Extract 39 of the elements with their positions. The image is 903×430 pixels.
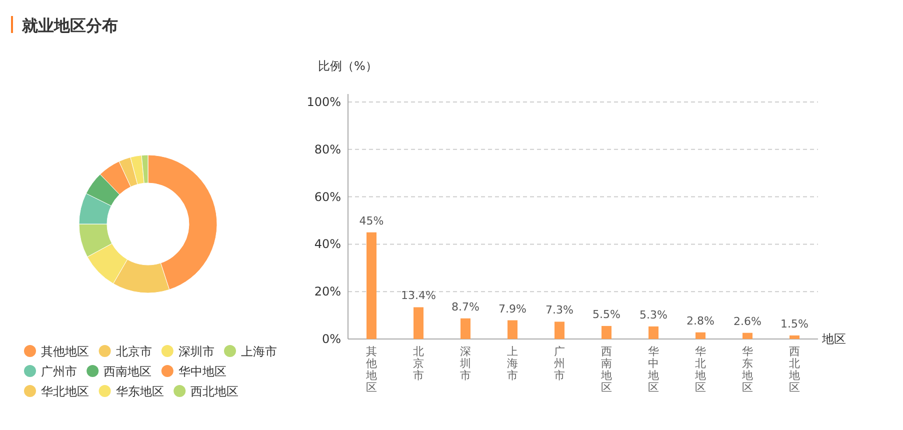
bar	[414, 307, 424, 339]
x-tick-label: 西南地区	[600, 345, 612, 394]
data-label: 2.6%	[734, 314, 762, 328]
data-label: 7.9%	[498, 302, 526, 316]
y-tick-label: 60%	[314, 190, 341, 204]
y-axis-title: 比例（%）	[318, 59, 378, 73]
x-tick-label: 西北地区	[788, 345, 800, 394]
bar	[460, 318, 470, 339]
y-tick-label: 100%	[306, 95, 341, 109]
data-label: 13.4%	[401, 289, 436, 302]
x-tick-label: 深圳市	[459, 345, 471, 382]
x-tick-label: 北京市	[413, 345, 424, 382]
x-tick-label: 上海市	[507, 345, 518, 382]
bar	[366, 232, 376, 339]
data-label: 2.8%	[686, 314, 714, 328]
y-tick-label: 80%	[314, 142, 341, 156]
x-tick-label: 华东地区	[741, 345, 753, 394]
y-tick-label: 40%	[314, 237, 341, 252]
bar	[742, 332, 752, 339]
x-axis-title: 地区	[821, 332, 846, 346]
data-label: 5.5%	[592, 308, 620, 321]
data-label: 5.3%	[640, 308, 668, 322]
data-label: 8.7%	[452, 300, 480, 314]
bar	[602, 326, 612, 339]
chart-title: 就业地区分布	[21, 16, 118, 35]
y-tick-label: 20%	[314, 284, 341, 299]
bar	[696, 332, 706, 339]
bar	[508, 320, 518, 339]
bar	[790, 335, 800, 339]
data-label: 7.3%	[546, 304, 574, 317]
y-tick-label: 0%	[322, 332, 341, 346]
x-tick-label: 广州市	[554, 345, 565, 382]
data-label: 1.5%	[780, 317, 808, 330]
bar	[648, 326, 658, 339]
x-tick-label: 华北地区	[694, 345, 706, 394]
x-tick-label: 华中地区	[647, 345, 659, 394]
bar	[554, 322, 564, 339]
data-label: 45%	[359, 214, 384, 228]
x-tick-label: 其他地区	[365, 345, 377, 394]
